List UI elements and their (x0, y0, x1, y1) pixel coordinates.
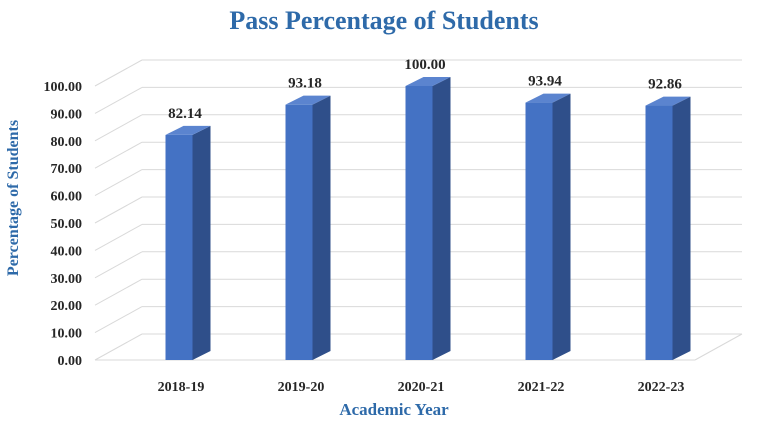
gridline-depth (94, 278, 143, 306)
y-tick-label: 40.00 (51, 244, 83, 259)
bar-top (285, 95, 331, 105)
gridline-depth (94, 59, 143, 87)
floor-right-edge (694, 333, 743, 361)
data-label: 93.18 (288, 76, 322, 92)
y-tick-label: 70.00 (51, 162, 83, 177)
bar-top (405, 77, 451, 86)
x-tick-label: 2018-19 (158, 380, 205, 395)
y-tick-label: 10.00 (51, 327, 83, 342)
gridline-depth (94, 141, 143, 169)
gridline-depth (94, 169, 143, 197)
bar (405, 86, 433, 360)
gridline-depth (94, 333, 143, 361)
x-tick-label: 2019-20 (278, 380, 325, 395)
gridline-depth (94, 251, 143, 279)
data-label: 93.94 (528, 74, 562, 90)
bar-top (645, 96, 691, 106)
y-tick-label: 30.00 (51, 272, 83, 287)
gridline-depth (94, 86, 143, 114)
y-tick-label: 90.00 (51, 107, 83, 122)
data-label: 92.86 (648, 77, 682, 93)
bar-side (192, 125, 211, 360)
x-tick-label: 2022-23 (638, 380, 685, 395)
gridline-depth (94, 223, 143, 251)
y-tick-label: 50.00 (51, 217, 83, 232)
y-tick-label: 0.00 (58, 354, 83, 369)
bar (525, 102, 553, 360)
gridline-depth (94, 196, 143, 224)
bar (285, 104, 313, 360)
bar-side (432, 77, 451, 360)
x-axis-title: Academic Year (339, 400, 449, 419)
bar (165, 134, 193, 360)
bar-side (552, 93, 571, 360)
gridline-depth (94, 306, 143, 334)
x-tick-label: 2020-21 (398, 380, 445, 395)
x-tick-label: 2021-22 (518, 380, 565, 395)
chart-title: Pass Percentage of Students (229, 6, 539, 35)
gridline-depth (94, 114, 143, 142)
bar-top (165, 125, 211, 135)
bar-top (525, 93, 571, 103)
bar-side (312, 95, 331, 360)
bar (645, 105, 673, 360)
data-label: 82.14 (168, 106, 202, 122)
y-tick-label: 20.00 (51, 299, 83, 314)
y-tick-label: 100.00 (44, 80, 83, 95)
y-tick-label: 80.00 (51, 135, 83, 150)
bar-side (672, 96, 691, 360)
y-tick-label: 60.00 (51, 190, 83, 205)
data-label: 100.00 (404, 57, 445, 73)
